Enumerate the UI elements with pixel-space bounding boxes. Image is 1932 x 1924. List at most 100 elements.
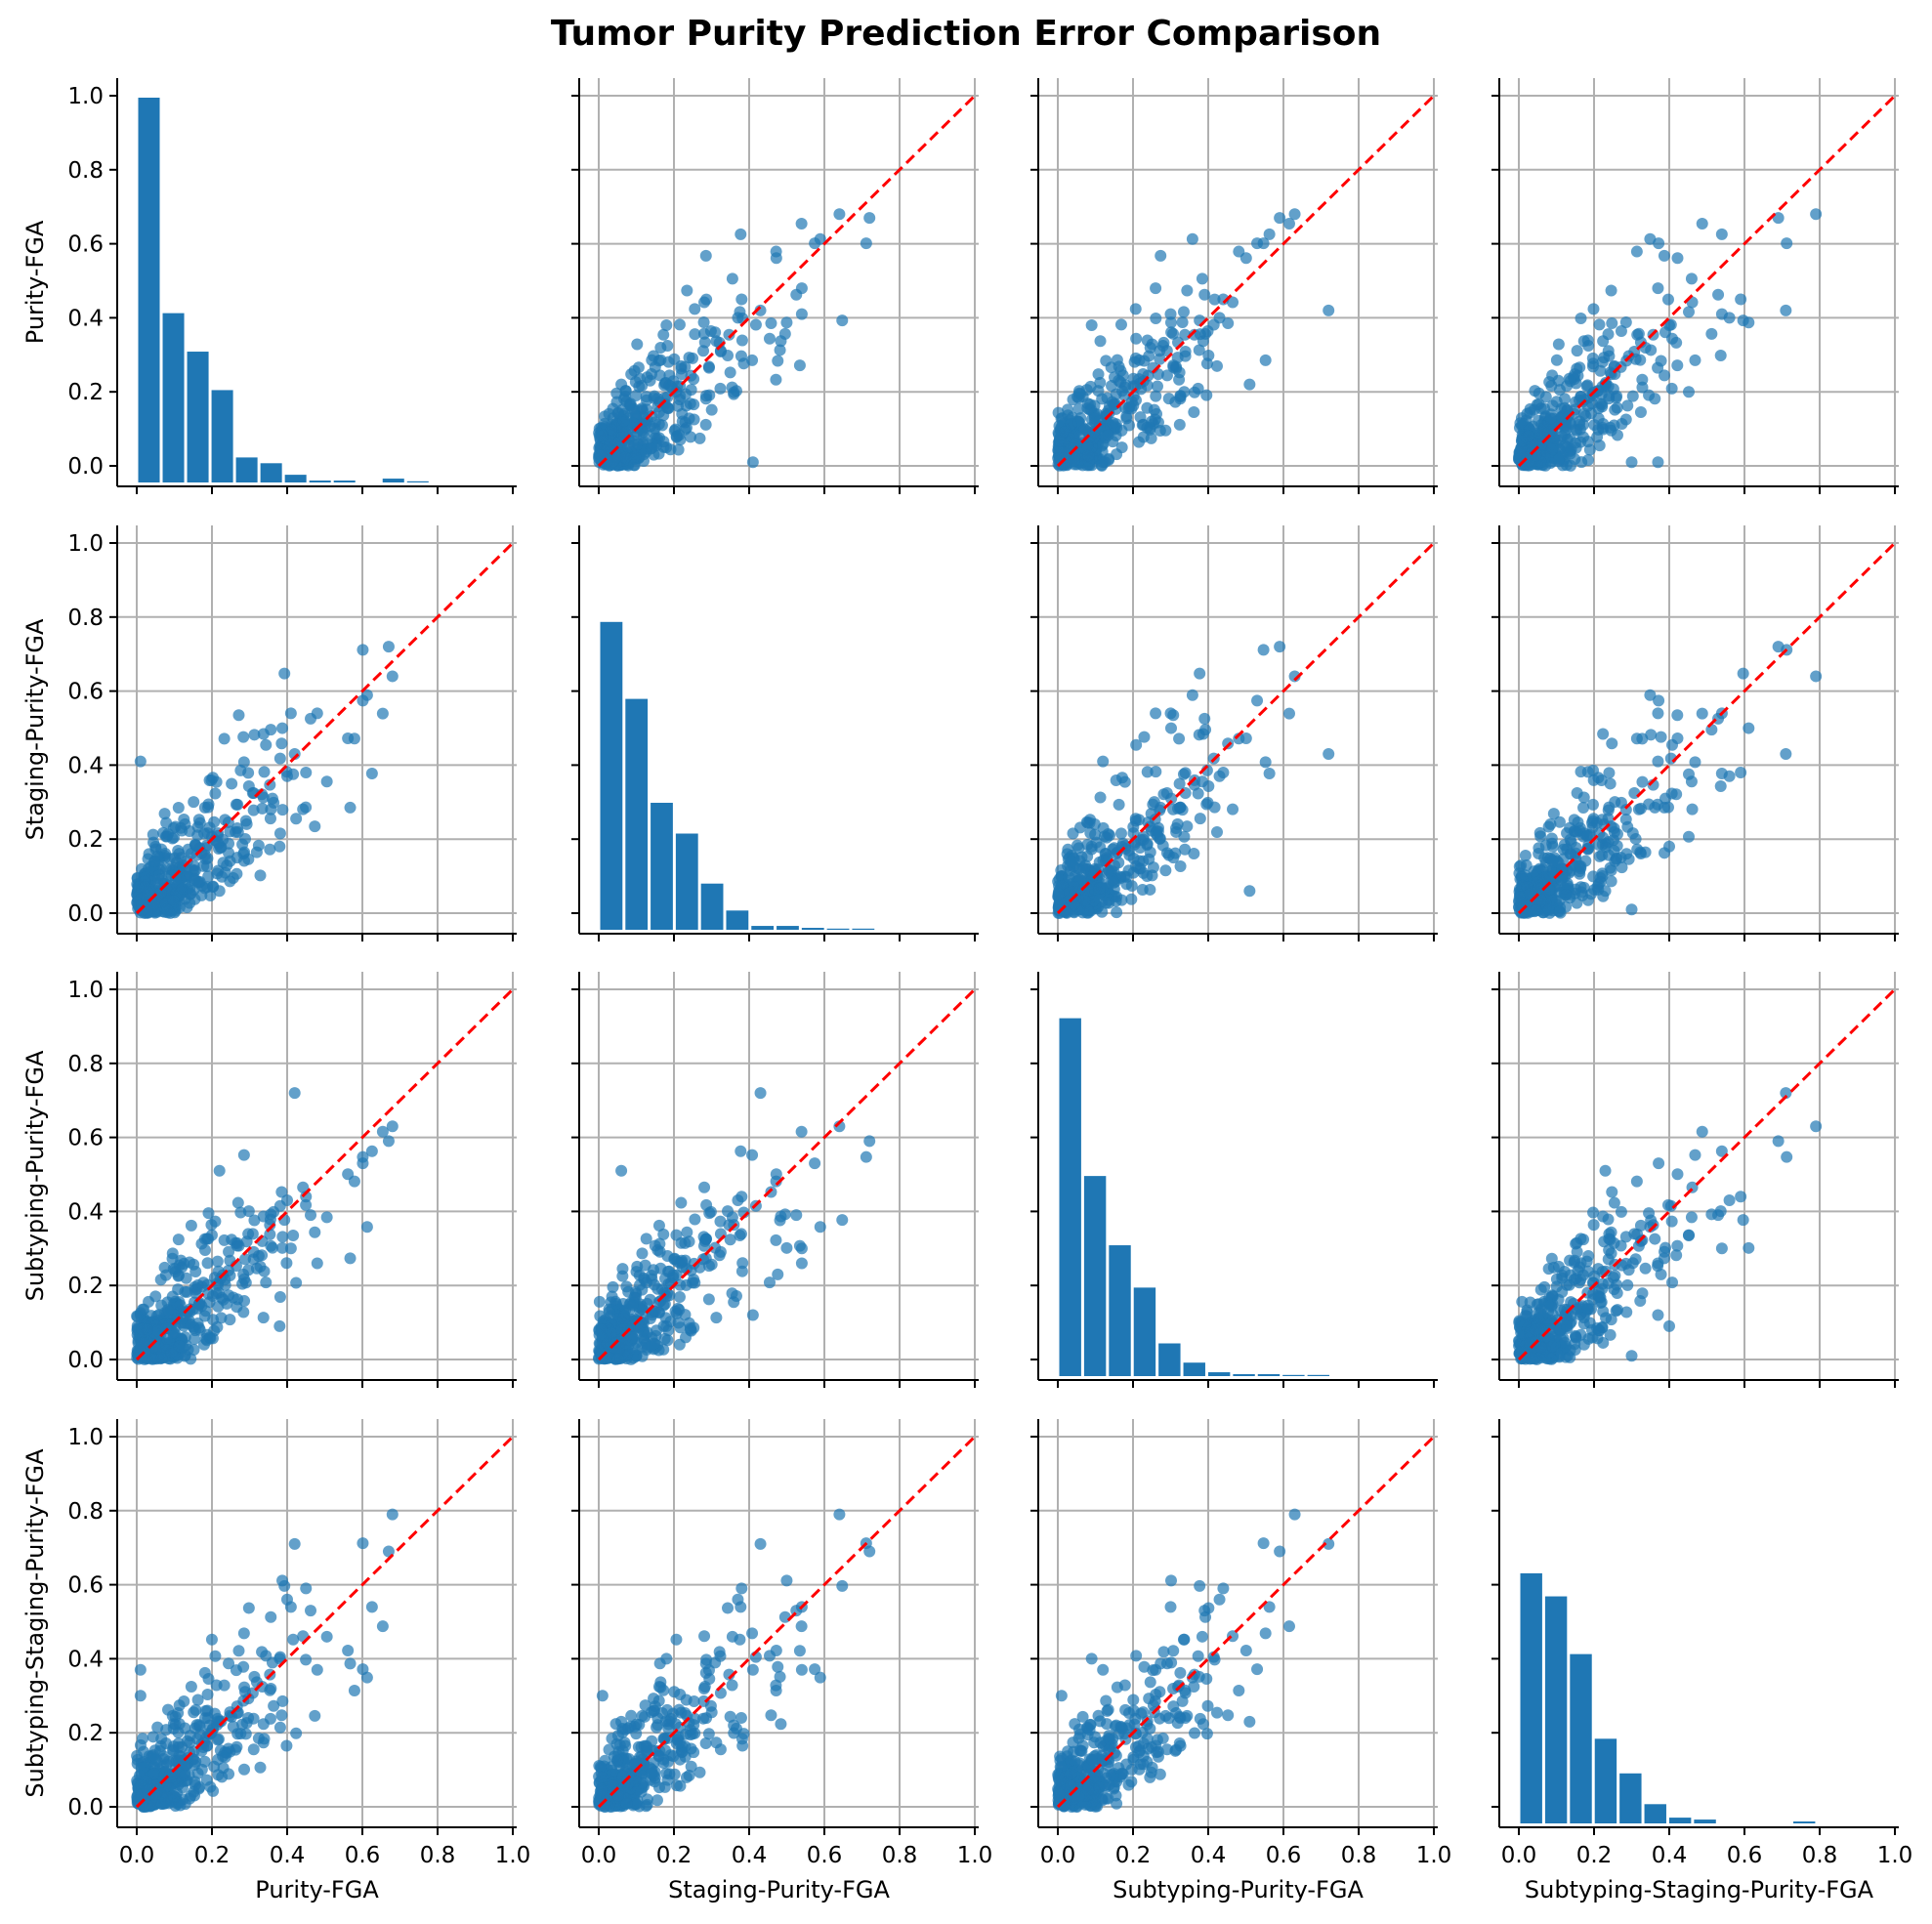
scatter-point: [1173, 732, 1186, 745]
scatter-point: [746, 1309, 759, 1321]
scatter-point: [1133, 354, 1146, 366]
scatter-point: [1671, 1239, 1684, 1252]
scatter-point: [1167, 803, 1180, 816]
scatter-point: [1529, 385, 1541, 397]
scatter-point: [1587, 1219, 1600, 1232]
scatter-point: [1645, 344, 1658, 356]
scatter-point: [240, 1717, 253, 1730]
scatter-point: [1621, 399, 1634, 412]
scatter-point: [275, 1709, 288, 1722]
y-tick-label: 0.2: [67, 1721, 104, 1746]
scatter-point: [1533, 882, 1545, 895]
scatter-point: [809, 1663, 821, 1676]
scatter-point: [160, 1332, 173, 1345]
scatter-point: [1598, 352, 1611, 364]
scatter-point: [1150, 282, 1162, 295]
scatter-point: [611, 406, 624, 419]
scatter-point: [1520, 858, 1533, 871]
scatter-point: [1102, 827, 1114, 840]
scatter-point: [735, 1265, 748, 1277]
scatter-point: [1173, 418, 1186, 431]
scatter-point: [1194, 813, 1206, 825]
scatter-point: [264, 1712, 276, 1725]
scatter-point: [1581, 399, 1594, 412]
y-tick-label: 0.4: [67, 1199, 104, 1225]
scatter-point: [1155, 249, 1167, 262]
scatter-point: [1659, 326, 1671, 339]
scatter-point: [1259, 354, 1272, 366]
scatter-point: [217, 857, 230, 869]
scatter-point: [344, 801, 357, 814]
panel-Subtyping-Purity-FGA-vs-Staging-Purity-FGA: [571, 972, 979, 1388]
scatter-point: [1615, 1205, 1627, 1218]
scatter-point: [173, 1718, 186, 1731]
scatter-point: [700, 1198, 713, 1211]
scatter-point: [833, 208, 846, 221]
scatter-point: [1210, 359, 1223, 372]
scatter-point: [264, 778, 276, 791]
scatter-point: [160, 1321, 173, 1334]
histogram-bar: [700, 883, 724, 930]
scatter-point: [699, 1737, 712, 1750]
scatter-point: [1647, 1219, 1659, 1232]
scatter-point: [1133, 814, 1146, 826]
histogram-bar: [751, 926, 775, 930]
scatter-point: [1521, 1306, 1533, 1318]
y-axis-label: Purity-FGA: [21, 220, 49, 344]
scatter-point: [710, 1312, 723, 1324]
scatter-point: [1533, 1313, 1545, 1325]
scatter-point: [1577, 335, 1590, 348]
scatter-point: [1591, 881, 1604, 894]
scatter-point: [1323, 748, 1335, 761]
scatter-point: [210, 775, 223, 788]
scatter-point: [1608, 1283, 1620, 1296]
scatter-point: [288, 1537, 301, 1550]
scatter-point: [1072, 430, 1085, 442]
scatter-point: [640, 391, 652, 403]
scatter-point: [1619, 813, 1632, 825]
scatter-point: [185, 888, 197, 900]
scatter-point: [746, 1149, 759, 1161]
scatter-point: [1188, 405, 1200, 418]
scatter-point: [252, 839, 265, 852]
scatter-point: [1604, 366, 1617, 379]
scatter-point: [1114, 318, 1127, 331]
scatter-point: [217, 1762, 230, 1775]
scatter-point: [1649, 1233, 1661, 1245]
scatter-point: [1533, 1298, 1545, 1311]
scatter-point: [1577, 1312, 1590, 1324]
scatter-point: [619, 451, 632, 464]
scatter-point: [1603, 393, 1616, 405]
scatter-point: [1568, 814, 1580, 826]
scatter-point: [605, 423, 617, 436]
scatter-point: [1257, 237, 1270, 250]
scatter-point: [1107, 873, 1119, 886]
scatter-point: [248, 1214, 261, 1227]
scatter-point: [1202, 349, 1215, 361]
scatter-point: [1123, 845, 1136, 857]
scatter-point: [735, 350, 747, 362]
scatter-point: [1534, 830, 1547, 843]
scatter-point: [185, 1789, 197, 1802]
scatter-point: [172, 1283, 185, 1296]
scatter-point: [357, 1150, 369, 1163]
scatter-point: [658, 1298, 671, 1311]
scatter-point: [1670, 336, 1683, 349]
scatter-point: [1636, 381, 1649, 394]
scatter-point: [357, 1663, 369, 1676]
scatter-point: [202, 870, 215, 883]
scatter-point: [683, 1317, 695, 1329]
reference-line: [1056, 94, 1436, 468]
histogram-bar: [1307, 1374, 1330, 1376]
scatter-point: [160, 1791, 173, 1804]
scatter-point: [662, 401, 675, 414]
scatter-point: [141, 1323, 153, 1336]
scatter-point: [698, 336, 711, 349]
scatter-point: [1666, 738, 1679, 751]
scatter-point: [238, 1686, 251, 1698]
scatter-point: [219, 814, 231, 826]
scatter-point: [775, 335, 787, 348]
scatter-point: [1539, 391, 1552, 403]
scatter-point: [1141, 766, 1154, 778]
scatter-point: [640, 1233, 652, 1245]
